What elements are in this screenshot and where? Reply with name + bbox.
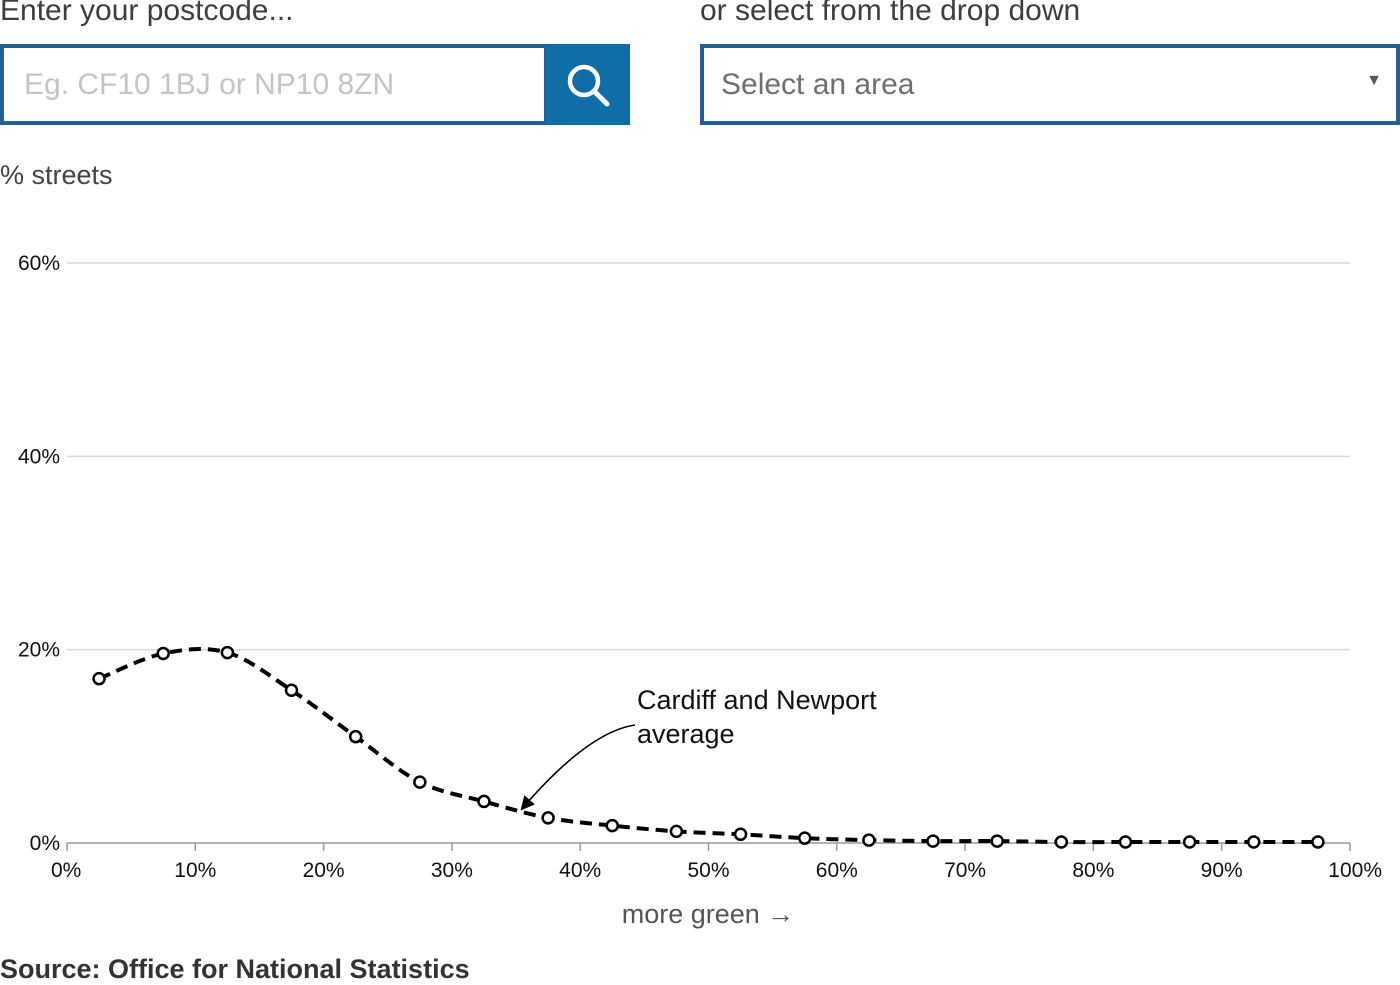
x-tick-label: 20%: [303, 859, 345, 882]
annotation-label: average: [637, 719, 735, 749]
data-point: [348, 729, 363, 744]
data-point: [220, 645, 235, 660]
data-point: [1311, 835, 1325, 849]
x-tick-label: 0%: [51, 859, 81, 882]
data-point: [156, 646, 170, 661]
x-tick-label: 30%: [431, 859, 473, 882]
search-button[interactable]: [546, 44, 630, 125]
data-point: [284, 683, 299, 698]
y-tick-label: 0%: [30, 832, 60, 855]
data-point: [413, 775, 427, 789]
x-tick-label: 90%: [1201, 859, 1243, 882]
data-point: [733, 827, 748, 842]
data-point: [862, 833, 876, 847]
dropdown-label: or select from the drop down: [700, 0, 1081, 27]
caret-down-icon: ▼: [1366, 72, 1382, 89]
postcode-search-field: [0, 44, 548, 125]
x-tick-label: 70%: [944, 859, 986, 882]
y-tick-label: 40%: [18, 445, 60, 468]
data-point: [1182, 835, 1197, 849]
source-note: Source: Office for National Statistics: [0, 954, 470, 984]
area-select[interactable]: Select an area ▼: [700, 44, 1400, 125]
x-tick-label: 80%: [1072, 859, 1114, 882]
search-icon: [567, 64, 610, 106]
data-point: [990, 834, 1004, 848]
postcode-input[interactable]: [4, 48, 544, 121]
x-axis-ticks: 0% 10% 20% 30% 40% 50% 60% 70% 80% 90% 100%: [51, 843, 1382, 882]
x-tick-label: 50%: [687, 859, 729, 882]
x-axis-title: more green →: [622, 899, 795, 929]
y-tick-label: 20%: [18, 639, 60, 662]
data-point: [797, 831, 812, 845]
y-axis-title: % streets: [0, 160, 113, 190]
area-select-value: Select an area: [721, 68, 915, 101]
annotation: Cardiff and Newport average: [520, 685, 877, 811]
data-point: [1054, 835, 1069, 849]
green-streets-chart: % streets 0% 20% 40% 60% 0% 10% 20% 30% 40% 50% 6…: [0, 160, 1382, 929]
data-point: [541, 811, 555, 825]
data-point: [1247, 835, 1261, 849]
postcode-label: Enter your postcode...: [0, 0, 294, 27]
annotation-label: Cardiff and Newport: [637, 685, 877, 715]
x-tick-label: 40%: [559, 859, 601, 882]
data-point: [92, 671, 106, 686]
x-tick-label: 60%: [816, 859, 858, 882]
data-point: [926, 834, 940, 848]
data-point: [1118, 835, 1133, 849]
y-axis-ticks: 0% 20% 40% 60%: [18, 252, 60, 855]
x-tick-label: 10%: [174, 859, 216, 882]
data-point: [477, 794, 491, 809]
x-tick-label: 100%: [1328, 859, 1382, 882]
chart-gridlines: [67, 262, 1350, 651]
annotation-arrow: [520, 724, 636, 811]
y-tick-label: 60%: [18, 252, 60, 275]
data-point: [605, 818, 620, 833]
series-cardiff-newport-average: [92, 645, 1325, 849]
data-point: [669, 824, 684, 839]
